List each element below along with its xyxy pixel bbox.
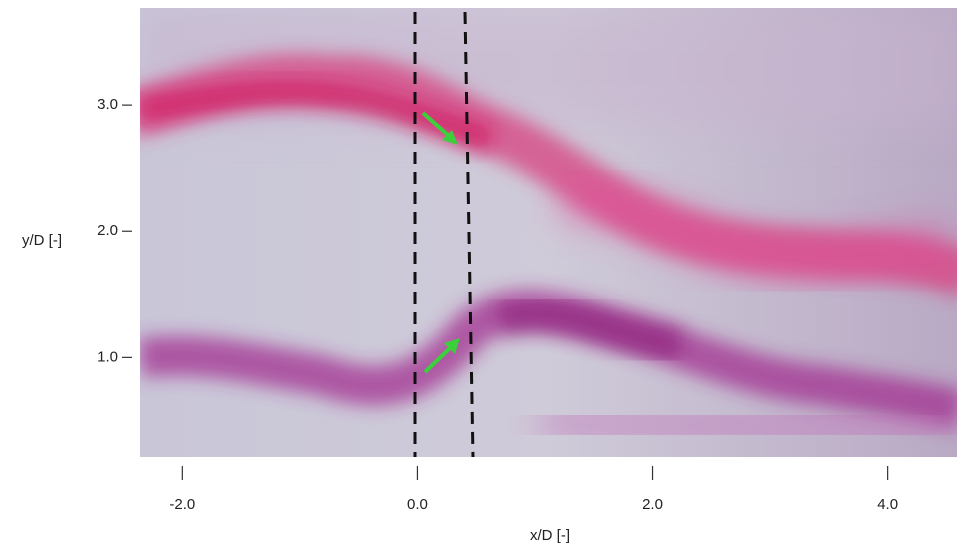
y-tick-label: 1.0	[97, 348, 118, 365]
x-tick-label: 0.0	[407, 496, 428, 513]
x-tick-label: 2.0	[642, 496, 663, 513]
y-tick-label: 3.0	[97, 96, 118, 113]
photo	[140, 8, 957, 457]
x-axis-label: x/D [-]	[530, 527, 570, 544]
x-tick-label: 4.0	[877, 496, 898, 513]
y-axis-label: y/D [-]	[22, 232, 62, 249]
axes: -2.0 0.0 2.0 4.0 1.0 2.0 3.0	[97, 96, 898, 513]
y-tick-label: 2.0	[97, 222, 118, 239]
x-tick-label: -2.0	[169, 496, 195, 513]
